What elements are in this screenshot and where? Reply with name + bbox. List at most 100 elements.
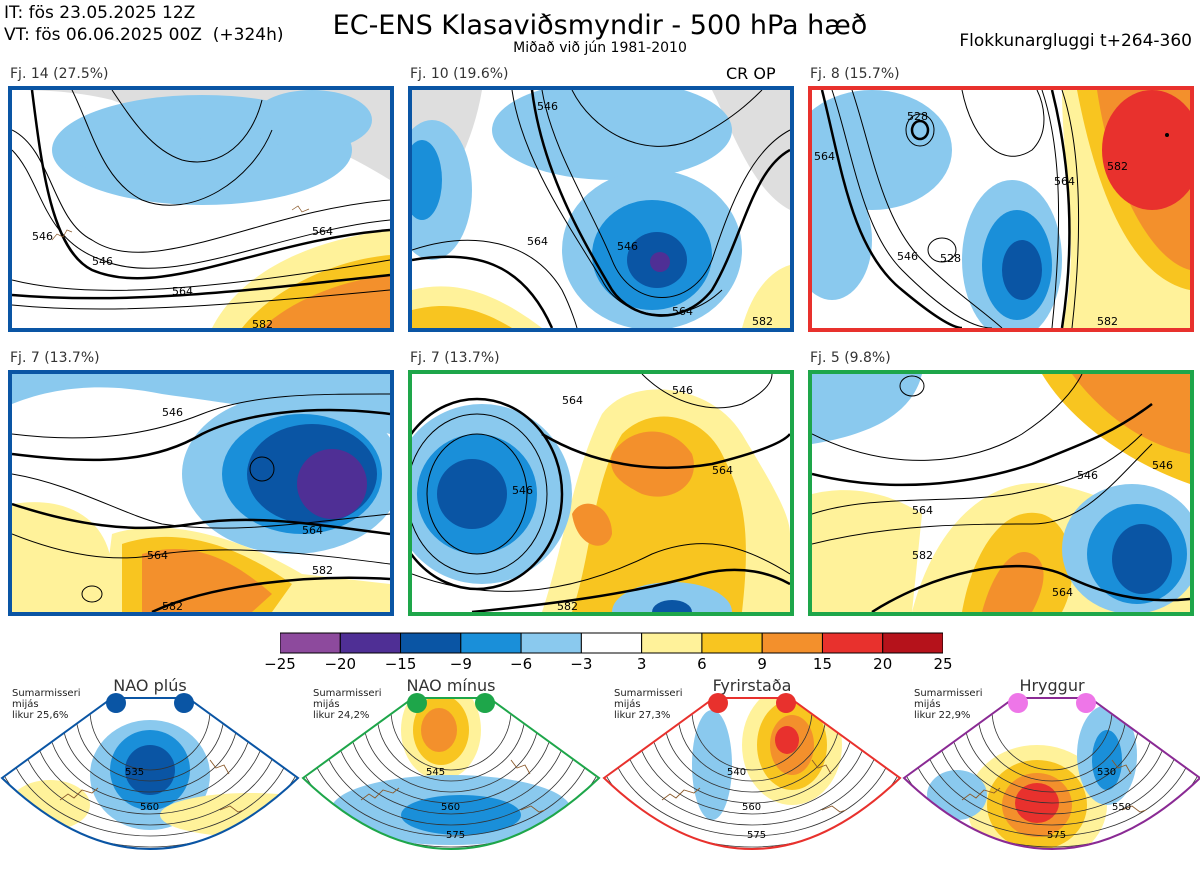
regime-map: 535 560 — [0, 693, 300, 850]
anomaly-shade — [775, 726, 799, 754]
contour-label: 560 — [140, 802, 159, 813]
contour-label: 560 — [742, 802, 761, 813]
header-dates: IT: fös 23.05.2025 12Z VT: fös 06.06.202… — [4, 2, 283, 46]
anomaly-shade — [927, 770, 987, 820]
cluster-map-5[interactable]: 546 546 564 564 582 — [408, 370, 794, 616]
cluster-map-1-graphic: 546 546 564 564 582 — [12, 90, 390, 328]
colorbar-cell — [821, 632, 884, 654]
regime-map: 545 560 575 — [301, 693, 601, 850]
contour-label: 545 — [426, 767, 445, 778]
cluster-map-4[interactable]: 546 564 564 582 582 — [8, 370, 394, 616]
contour-label: 546 — [537, 100, 558, 113]
contour-label: 564 — [312, 225, 333, 238]
contour-label: 546 — [512, 484, 533, 497]
contour-label: 546 — [162, 406, 183, 419]
contour-label: 535 — [125, 767, 144, 778]
contour-label: 564 — [672, 305, 693, 318]
regime-note: Sumarmisseri mijás likur 22,9% — [914, 688, 983, 721]
colorbar-tick-label: 20 — [873, 655, 893, 673]
contour-label: 528 — [940, 252, 961, 265]
contour-label: 582 — [162, 600, 183, 612]
regime-title: Fyrirstaða — [712, 676, 792, 695]
colorbar-tick-label: 9 — [757, 655, 767, 673]
cluster-map-1-contour-labels: 546 546 564 564 582 — [32, 225, 333, 328]
contour-label: 546 — [32, 230, 53, 243]
coastline — [360, 759, 546, 813]
colorbar-cell — [460, 632, 522, 654]
colorbar-cell — [701, 632, 763, 654]
coastline — [59, 759, 245, 813]
contour-label: 546 — [617, 240, 638, 253]
regime-dot — [1076, 693, 1096, 713]
colorbar-cell — [580, 632, 643, 654]
init-time: IT: fös 23.05.2025 12Z — [4, 3, 196, 23]
contour-label: 564 — [527, 235, 548, 248]
contour-label: 528 — [907, 110, 928, 123]
contour-line — [303, 698, 599, 848]
colorbar-cell — [280, 632, 341, 654]
contour-label: 582 — [752, 315, 773, 328]
anomaly-shade — [1092, 730, 1122, 790]
valid-time: VT: fös 06.06.2025 00Z (+324h) — [4, 25, 284, 45]
regime-dot — [174, 693, 194, 713]
colorbar-tick-label: −25 — [264, 655, 296, 673]
contour-label: 546 — [897, 250, 918, 263]
cluster-map-2-graphic: 546 546 564 564 582 — [412, 90, 790, 328]
regime-dot — [106, 693, 126, 713]
colorbar-tick-label: −9 — [449, 655, 472, 673]
cluster-map-6-graphic: 546 546 564 564 582 — [812, 374, 1190, 612]
contour-label: 575 — [1047, 830, 1066, 841]
cluster-map-6-contour-labels: 546 546 564 564 582 — [912, 459, 1173, 599]
panel-4-label: Fj. 7 (13.7%) — [10, 350, 100, 366]
contour-label: 582 — [252, 318, 273, 328]
contour-label: 564 — [562, 394, 583, 407]
colorbar-cell — [339, 632, 402, 654]
contour-label: 546 — [1152, 459, 1173, 472]
coastline — [961, 759, 1147, 813]
cluster-map-1[interactable]: 546 546 564 564 582 — [8, 86, 394, 332]
classification-window: Flokkunargluggi t+264-360 — [959, 31, 1192, 51]
regime-frame — [602, 697, 902, 850]
contour-label: 564 — [712, 464, 733, 477]
contour-line — [2, 698, 298, 848]
colorbar-cell — [520, 632, 582, 654]
contour-line — [604, 698, 900, 848]
contour-label: 530 — [1097, 767, 1116, 778]
cluster-map-3-contour-labels: 528 528 546 564 564 582 582 — [814, 110, 1128, 328]
panel-2-extra: CR OP — [726, 64, 776, 83]
colorbar-tick-label: 3 — [636, 655, 647, 673]
contour-label: 575 — [747, 830, 766, 841]
cluster-map-4-graphic: 546 564 564 582 582 — [12, 374, 390, 612]
colorbar-tick-label: 25 — [933, 655, 953, 673]
contour-label: 546 — [1077, 469, 1098, 482]
colorbar-cell — [761, 632, 823, 654]
regime-dot — [475, 693, 495, 713]
cluster-map-3[interactable]: 528 528 546 564 564 582 582 — [808, 86, 1194, 332]
regime-frame — [0, 697, 300, 850]
cluster-map-2[interactable]: 546 546 564 564 582 — [408, 86, 794, 332]
contour-label: 582 — [1107, 160, 1128, 173]
cluster-map-2-contour-labels: 546 546 564 564 582 — [527, 100, 773, 328]
colorbar-cell — [400, 632, 462, 654]
cluster-map-4-contour-labels: 546 564 564 582 582 — [147, 406, 333, 612]
contour-label: 550 — [1112, 802, 1131, 813]
contour-label: 564 — [1054, 175, 1075, 188]
regime-dot — [407, 693, 427, 713]
panel-2-label: Fj. 10 (19.6%) — [410, 66, 509, 82]
regime-title: NAO mínus — [406, 676, 496, 695]
cluster-map-5-graphic: 546 546 564 564 582 — [412, 374, 790, 612]
colorbar-cell — [882, 632, 943, 654]
contour-label: 564 — [1052, 586, 1073, 599]
contour-label: 540 — [727, 767, 746, 778]
contour-label: 582 — [312, 564, 333, 577]
regime-note: Sumarmisseri mijás likur 25,6% — [12, 688, 81, 721]
cluster-map-6[interactable]: 546 546 564 564 582 — [808, 370, 1194, 616]
contour-label: 560 — [441, 802, 460, 813]
regime-title: NAO plús — [113, 676, 187, 695]
contour-label: 582 — [557, 600, 578, 612]
anomaly-shade — [1015, 783, 1059, 823]
colorbar-cells — [280, 632, 943, 654]
contour-label: 546 — [92, 255, 113, 268]
panel-3-label: Fj. 8 (15.7%) — [810, 66, 900, 82]
regime-title: Hryggur — [1019, 676, 1085, 695]
